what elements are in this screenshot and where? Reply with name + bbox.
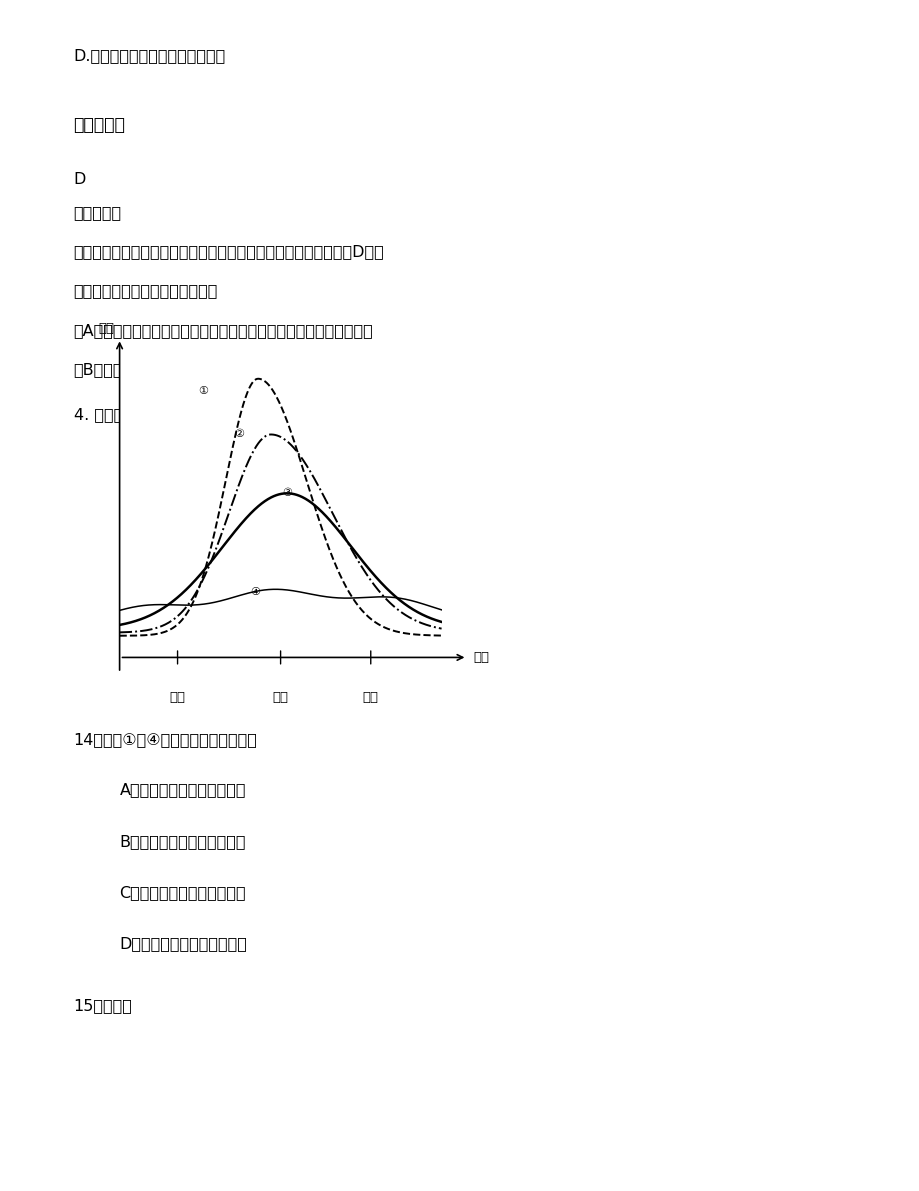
- Text: 试题分析：: 试题分析：: [74, 205, 121, 220]
- Text: 15．图显示: 15．图显示: [74, 998, 132, 1014]
- Text: ③: ③: [282, 488, 291, 498]
- Text: ②: ②: [233, 430, 244, 439]
- Text: 日出: 日出: [169, 692, 186, 705]
- Text: 14．曲线①～④代表的地物分别可能是: 14．曲线①～④代表的地物分别可能是: [74, 732, 257, 748]
- Text: 参考答案：: 参考答案：: [74, 116, 125, 133]
- Text: ，A错。连通长江、淮河、黄河、海河四大水系，但目的不是发展航运: ，A错。连通长江、淮河、黄河、海河四大水系，但目的不是发展航运: [74, 323, 373, 338]
- Text: B．沙地、草地、林地、湖泊: B．沙地、草地、林地、湖泊: [119, 834, 246, 849]
- Text: 不能解决长江流域的洪涝灾害问题: 不能解决长江流域的洪涝灾害问题: [74, 283, 218, 299]
- Text: 我国南水北调工程的主要目的是缓解北方地区水资源不足的问题，D对。: 我国南水北调工程的主要目的是缓解北方地区水资源不足的问题，D对。: [74, 244, 384, 260]
- Text: D．草地、林地、沙地、湖泊: D．草地、林地、沙地、湖泊: [119, 936, 247, 952]
- Text: C．草地、沙地、湖泊、林地: C．草地、沙地、湖泊、林地: [119, 885, 246, 900]
- Text: 温度: 温度: [98, 323, 115, 336]
- Text: 4. 右图表示不同地物辐射温度在一天内的变化状况。据此回答14～15题。: 4. 右图表示不同地物辐射温度在一天内的变化状况。据此回答14～15题。: [74, 407, 414, 423]
- Text: D.缓解北方地区水资源不足的问题: D.缓解北方地区水资源不足的问题: [74, 48, 225, 63]
- Text: ①: ①: [199, 386, 208, 397]
- Text: 日落: 日落: [362, 692, 379, 705]
- Text: ，B错。沿线落差小，黄河以南河段需要提水北上，不能发电，C错。: ，B错。沿线落差小，黄河以南河段需要提水北上，不能发电，C错。: [74, 362, 374, 378]
- Text: A．沙地、湖泊、林地、草地: A．沙地、湖泊、林地、草地: [119, 782, 246, 798]
- Text: 时间: 时间: [473, 651, 489, 663]
- Text: 正午: 正午: [272, 692, 289, 705]
- Text: ④: ④: [250, 587, 259, 598]
- Text: D: D: [74, 172, 85, 187]
